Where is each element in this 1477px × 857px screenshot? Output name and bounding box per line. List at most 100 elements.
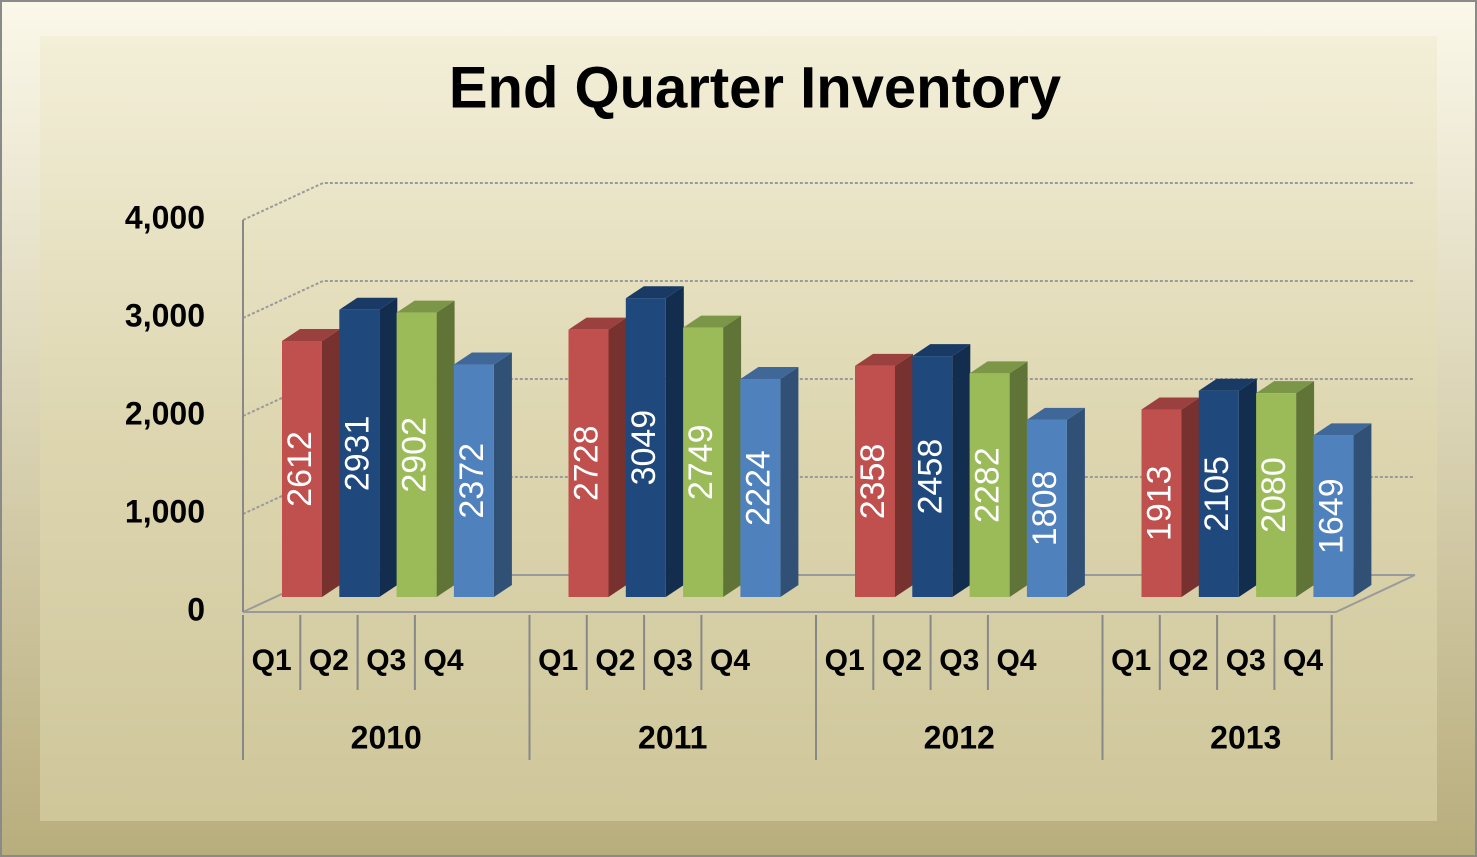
x-tick-label: Q2 <box>1168 644 1208 677</box>
bar-side <box>665 286 684 597</box>
bar-top <box>339 297 398 310</box>
bar <box>740 367 799 597</box>
bar-front <box>969 373 1010 597</box>
bar-front <box>1026 419 1067 597</box>
grid-line <box>242 182 1415 221</box>
bar-top <box>912 344 971 357</box>
x-group-label: 2012 <box>924 719 995 755</box>
bar-top <box>1256 381 1315 394</box>
data-label: 2224 <box>739 450 777 526</box>
bar <box>912 344 971 597</box>
data-label: 2105 <box>1198 456 1236 532</box>
bar-side <box>608 317 627 597</box>
bar-front <box>1256 393 1297 597</box>
bar <box>1141 397 1200 597</box>
bar-front <box>740 379 781 597</box>
bar-side <box>952 344 971 597</box>
bar-side <box>1009 361 1028 597</box>
bar-front <box>683 327 724 597</box>
bar <box>1198 378 1257 597</box>
bar <box>568 317 627 597</box>
data-label: 2902 <box>396 417 434 493</box>
bar-side <box>723 315 742 597</box>
bar-side <box>1353 423 1372 597</box>
y-tick-label: 0 <box>187 591 205 627</box>
data-label: 1913 <box>1140 465 1178 541</box>
data-label: 2728 <box>567 426 605 502</box>
bar-side <box>379 297 398 597</box>
bar-top <box>568 317 627 330</box>
bar <box>339 297 398 597</box>
bar <box>855 353 913 597</box>
bar-side <box>895 353 913 597</box>
bar-front <box>1141 409 1182 597</box>
x-tick-label: Q1 <box>538 644 578 677</box>
bar-top <box>625 286 684 299</box>
bar-front <box>855 365 895 597</box>
x-tick-label: Q3 <box>653 644 693 677</box>
bar-top <box>1198 378 1257 391</box>
bar <box>282 329 340 597</box>
bar <box>1256 381 1315 597</box>
bar-top <box>740 367 799 380</box>
bar-front <box>912 356 953 597</box>
y-tick-label: 1,000 <box>125 493 205 529</box>
bar-front <box>453 364 494 597</box>
y-tick-label: 2,000 <box>125 395 205 431</box>
bar-side <box>1181 397 1200 597</box>
bar-top <box>855 353 913 366</box>
chart-title: End Quarter Inventory <box>449 55 1061 120</box>
x-tick-label: Q4 <box>424 644 464 677</box>
x-tick-label: Q1 <box>825 644 865 677</box>
x-tick-label: Q4 <box>1283 644 1323 677</box>
x-tick-label: Q2 <box>309 644 349 677</box>
bar-top <box>1026 407 1085 420</box>
bar-top <box>683 315 742 328</box>
bar-side <box>1066 407 1085 597</box>
bar-side <box>493 352 512 597</box>
bar-front <box>339 309 380 597</box>
x-tick-label: Q3 <box>366 644 406 677</box>
bar-top <box>1141 397 1200 410</box>
data-label: 3049 <box>625 410 663 486</box>
bar-side <box>322 329 340 597</box>
bar-front <box>625 298 666 597</box>
bar-side <box>1296 381 1315 597</box>
grid-line <box>242 280 1415 319</box>
data-label: 2372 <box>453 443 491 519</box>
bar <box>1313 423 1372 597</box>
data-label: 2358 <box>854 444 892 520</box>
y-tick-label: 4,000 <box>125 199 205 235</box>
bar-front <box>282 341 322 597</box>
bar-top <box>396 300 455 313</box>
x-group-label: 2013 <box>1210 719 1281 755</box>
bar-side <box>436 300 455 597</box>
y-tick-label: 3,000 <box>125 297 205 333</box>
bar <box>396 300 455 597</box>
x-tick-label: Q1 <box>1111 644 1151 677</box>
x-tick-label: Q2 <box>595 644 635 677</box>
bar-top <box>453 352 512 365</box>
bar-side <box>780 367 799 597</box>
bar-top <box>282 329 340 342</box>
x-group-label: 2011 <box>638 719 707 755</box>
bar-top <box>1313 423 1372 436</box>
data-label: 2749 <box>682 424 720 500</box>
bar-front <box>568 329 609 597</box>
bar <box>683 315 742 597</box>
data-label: 2612 <box>281 431 319 507</box>
bar <box>453 352 512 597</box>
bar-front <box>1313 435 1354 597</box>
data-label: 1649 <box>1312 478 1350 554</box>
bar <box>969 361 1028 597</box>
x-tick-label: Q4 <box>710 644 750 677</box>
floor-edge <box>243 574 1416 613</box>
bar-side <box>1238 378 1257 597</box>
data-label: 2458 <box>911 439 949 515</box>
data-label: 1808 <box>1026 471 1064 547</box>
bar-front <box>1198 390 1239 597</box>
x-tick-label: Q1 <box>252 644 292 677</box>
grid-line <box>242 378 1415 417</box>
x-tick-label: Q3 <box>1226 644 1266 677</box>
bar-front <box>396 312 437 597</box>
